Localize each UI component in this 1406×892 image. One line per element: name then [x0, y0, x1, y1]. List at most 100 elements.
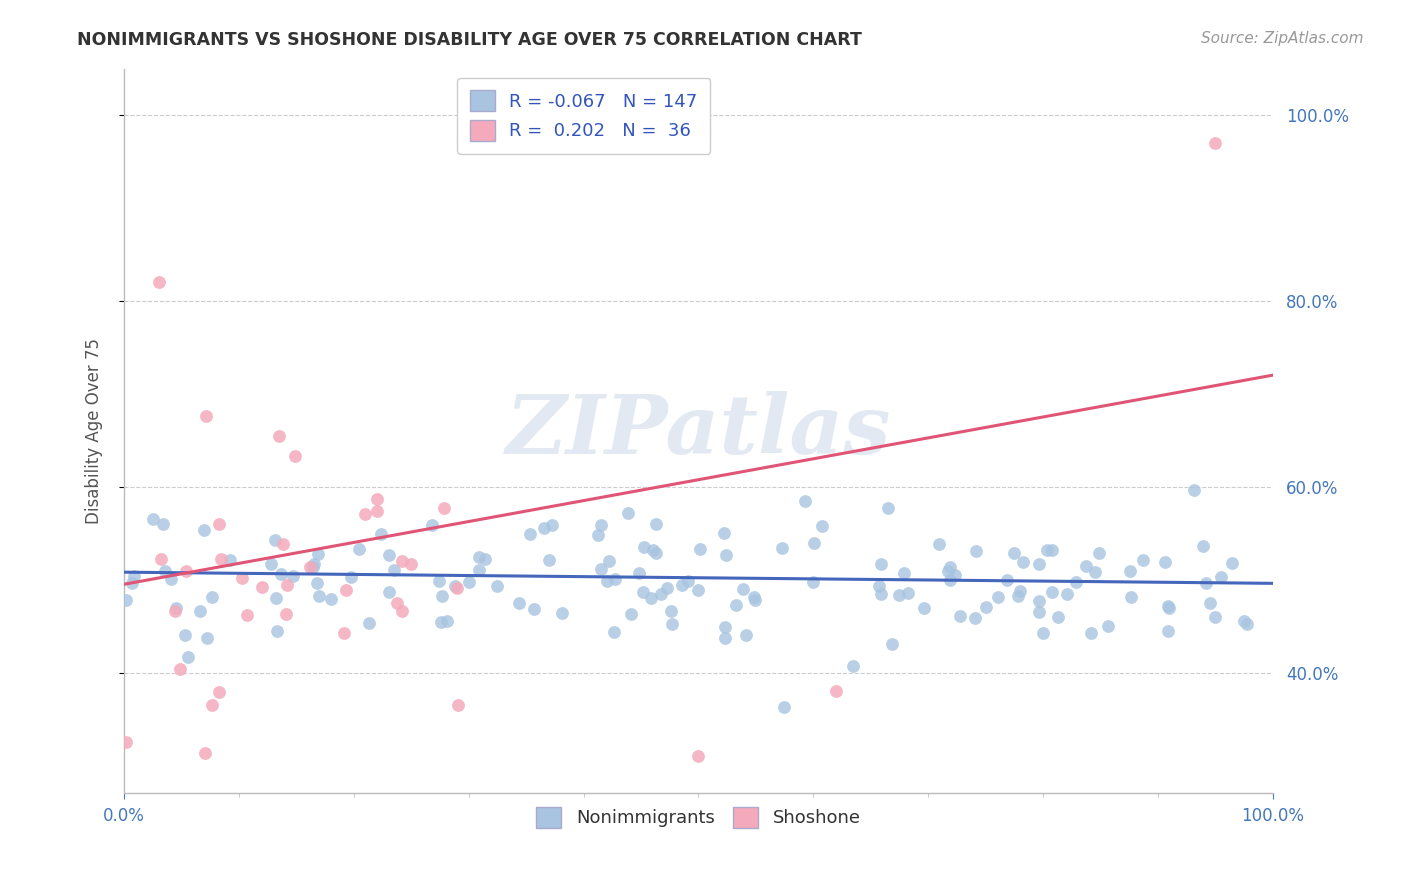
- Point: [165, 600, 187, 615]
- Point: [1036, 542, 1059, 557]
- Point: [936, 565, 959, 579]
- Point: [194, 747, 217, 761]
- Point: [366, 503, 388, 517]
- Point: [550, 606, 572, 620]
- Point: [735, 628, 758, 642]
- Point: [965, 610, 987, 624]
- Point: [1222, 556, 1244, 570]
- Point: [201, 590, 224, 604]
- Point: [284, 449, 307, 463]
- Point: [195, 631, 218, 645]
- Point: [1028, 557, 1050, 571]
- Point: [588, 528, 610, 542]
- Point: [645, 546, 668, 560]
- Point: [1076, 558, 1098, 573]
- Point: [659, 604, 682, 618]
- Point: [114, 592, 136, 607]
- Point: [889, 588, 911, 602]
- Point: [928, 536, 950, 550]
- Point: [876, 500, 898, 515]
- Point: [841, 658, 863, 673]
- Point: [1087, 546, 1109, 560]
- Point: [474, 552, 496, 566]
- Point: [598, 554, 620, 568]
- Point: [1002, 546, 1025, 560]
- Point: [366, 492, 388, 507]
- Point: [589, 518, 612, 533]
- Point: [436, 614, 458, 628]
- Point: [298, 559, 321, 574]
- Point: [264, 591, 287, 605]
- Point: [433, 500, 456, 515]
- Point: [508, 596, 530, 610]
- Point: [716, 548, 738, 562]
- Point: [825, 684, 848, 698]
- Point: [995, 573, 1018, 587]
- Point: [596, 574, 619, 588]
- Point: [616, 507, 638, 521]
- Point: [633, 541, 655, 555]
- Text: ZIPatlas: ZIPatlas: [506, 391, 891, 471]
- Point: [201, 698, 224, 712]
- Point: [219, 553, 242, 567]
- Point: [1204, 136, 1226, 150]
- Point: [1211, 570, 1233, 584]
- Point: [276, 607, 298, 622]
- Point: [870, 586, 893, 600]
- Point: [370, 526, 392, 541]
- Point: [713, 525, 735, 540]
- Point: [519, 527, 541, 541]
- Point: [250, 580, 273, 594]
- Point: [467, 563, 489, 577]
- Point: [122, 568, 145, 582]
- Point: [468, 549, 491, 564]
- Point: [281, 569, 304, 583]
- Point: [430, 590, 453, 604]
- Point: [271, 536, 294, 550]
- Point: [1011, 555, 1033, 569]
- Point: [523, 601, 546, 615]
- Point: [260, 557, 283, 571]
- Point: [359, 615, 381, 630]
- Point: [444, 579, 467, 593]
- Point: [1182, 483, 1205, 498]
- Point: [724, 598, 747, 612]
- Point: [671, 578, 693, 592]
- Point: [773, 699, 796, 714]
- Point: [1119, 590, 1142, 604]
- Point: [270, 567, 292, 582]
- Point: [627, 566, 650, 581]
- Point: [236, 607, 259, 622]
- Point: [1097, 618, 1119, 632]
- Point: [399, 558, 422, 572]
- Point: [1236, 617, 1258, 632]
- Point: [349, 542, 371, 557]
- Point: [731, 582, 754, 597]
- Point: [159, 572, 181, 586]
- Point: [965, 543, 987, 558]
- Point: [1028, 605, 1050, 619]
- Point: [770, 541, 793, 555]
- Point: [263, 533, 285, 548]
- Point: [793, 494, 815, 508]
- Point: [620, 607, 643, 621]
- Point: [153, 564, 176, 578]
- Point: [174, 564, 197, 578]
- Point: [869, 557, 891, 571]
- Point: [949, 608, 972, 623]
- Point: [1007, 589, 1029, 603]
- Point: [633, 585, 655, 599]
- Point: [308, 589, 330, 603]
- Point: [801, 574, 824, 589]
- Point: [1233, 614, 1256, 628]
- Point: [987, 590, 1010, 604]
- Point: [1119, 564, 1142, 578]
- Point: [744, 592, 766, 607]
- Point: [188, 603, 211, 617]
- Point: [1056, 587, 1078, 601]
- Point: [688, 749, 710, 764]
- Text: NONIMMIGRANTS VS SHOSHONE DISABILITY AGE OVER 75 CORRELATION CHART: NONIMMIGRANTS VS SHOSHONE DISABILITY AGE…: [77, 31, 862, 49]
- Point: [1198, 596, 1220, 610]
- Point: [1040, 543, 1063, 558]
- Point: [276, 578, 298, 592]
